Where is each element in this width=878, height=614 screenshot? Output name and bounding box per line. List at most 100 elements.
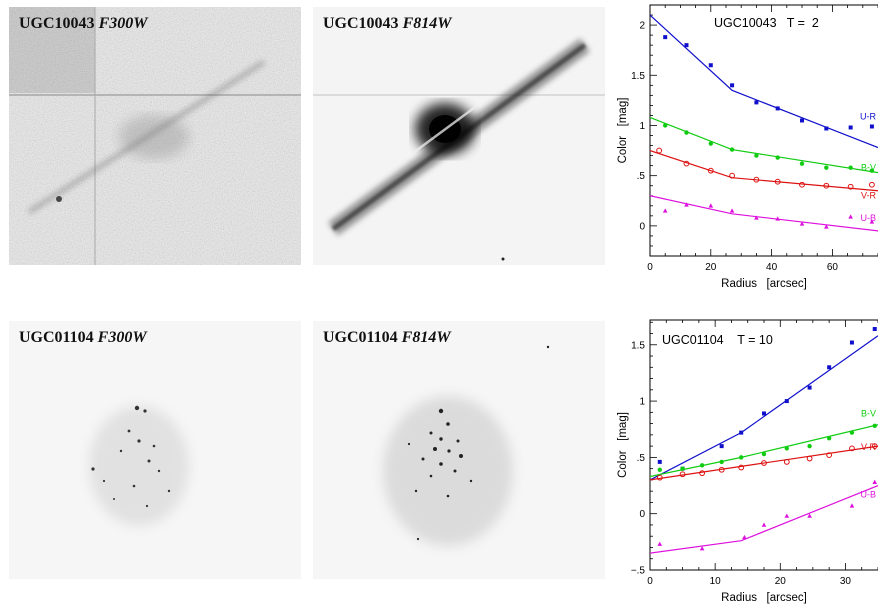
chart-title: UGC01104 T = 10 — [662, 333, 773, 347]
y-axis-label: Color [mag] — [617, 412, 629, 478]
series-label-u-b: U-B — [861, 213, 877, 223]
data-point-v-r — [683, 160, 690, 167]
plot-area — [650, 327, 878, 554]
chart-title: UGC10043 T = 2 — [714, 16, 819, 30]
color-profile-chart-ugc10043: 0 20 40 60 0 .5 1 1.5 2 Radius [arcsec] Color [mag… — [610, 0, 878, 296]
data-point-u-r — [684, 43, 689, 48]
data-point-b-v — [775, 155, 780, 160]
data-point-b-v — [869, 168, 875, 173]
y-tick-label: .5 — [637, 171, 646, 182]
data-point-v-r — [799, 181, 805, 188]
data-point-u-r — [719, 444, 724, 449]
data-point-v-r — [679, 471, 686, 478]
data-point-u-r — [762, 411, 766, 416]
color-profile-chart-ugc01104: 0 10 20 30 −.5 0.5 1 1.5 Radius [arcsec] Color [m… — [610, 298, 878, 610]
data-point-u-b — [848, 214, 853, 219]
plot-frame — [649, 319, 878, 571]
image-panel-ugc01104-f300w: UGC01104 F300W — [9, 321, 301, 579]
data-point-v-r — [849, 445, 855, 452]
data-point-u-b — [699, 546, 705, 551]
data-point-b-v — [754, 153, 759, 158]
data-point-u-r — [824, 126, 829, 131]
plot-frame — [649, 4, 878, 257]
data-point-u-r — [657, 459, 662, 464]
data-point-u-r — [827, 365, 832, 370]
x-tick-label: 40 — [766, 262, 778, 273]
data-point-u-r — [663, 35, 668, 40]
series-label-u-r: U-R — [860, 112, 876, 122]
data-point-u-b — [754, 215, 759, 220]
y-tick-label: 1 — [639, 121, 645, 132]
data-point-v-r — [761, 460, 767, 466]
fit-line-u-b — [650, 484, 878, 554]
data-point-b-v — [799, 161, 805, 166]
y-tick-label: .5 — [637, 453, 646, 464]
x-axis-label: Radius [arcsec] — [721, 592, 807, 604]
data-point-v-r — [871, 443, 878, 450]
data-point-b-v — [807, 443, 812, 449]
fit-line-u-r — [650, 335, 878, 481]
fit-line-v-r — [650, 445, 878, 481]
data-point-u-r — [775, 106, 780, 111]
data-point-b-v — [699, 463, 705, 468]
data-point-b-v — [872, 423, 877, 429]
data-point-v-r — [656, 147, 663, 154]
data-point-u-r — [784, 399, 789, 404]
data-point-u-b — [761, 522, 767, 527]
chart-ugc10043-svg: 0 20 40 60 0 .5 1 1.5 2 Radius [arcsec] Color [mag… — [617, 4, 878, 290]
data-point-v-r — [869, 181, 875, 188]
data-point-u-b — [849, 503, 855, 508]
y-tick-label: 0 — [639, 509, 645, 520]
data-point-v-r — [656, 474, 663, 481]
plot-area — [650, 14, 878, 232]
data-point-u-r — [708, 63, 713, 68]
data-point-b-v — [719, 459, 724, 465]
x-tick-label: 0 — [647, 262, 653, 273]
data-point-u-b — [657, 541, 663, 546]
data-point-u-b — [872, 479, 878, 484]
data-point-v-r — [847, 183, 854, 190]
panel-title: UGC01104 F300W — [19, 329, 147, 346]
series-label-u-b: U-B — [861, 490, 877, 500]
series-label-v-r: V-R — [861, 442, 877, 452]
data-point-u-b — [684, 202, 689, 207]
data-point-b-v — [824, 165, 829, 170]
data-point-u-r — [730, 83, 735, 88]
x-tick-label: 60 — [827, 262, 839, 273]
data-point-v-r — [783, 458, 790, 465]
y-tick-label: 2 — [639, 21, 645, 32]
x-tick-label: 20 — [705, 262, 717, 273]
data-point-b-v — [684, 130, 689, 135]
fit-line-u-b — [650, 195, 878, 232]
data-point-b-v — [680, 466, 685, 471]
data-point-u-b — [869, 219, 875, 224]
data-point-u-b — [824, 224, 829, 229]
image-panel-ugc10043-f300w: UGC10043 F300W — [9, 7, 301, 265]
data-point-b-v — [848, 165, 853, 170]
data-point-v-r — [806, 455, 813, 462]
data-point-b-v — [663, 123, 668, 128]
data-point-u-b — [708, 203, 714, 208]
fit-line-u-r — [650, 14, 878, 149]
data-point-u-b — [775, 216, 780, 221]
x-axis-label: Radius [arcsec] — [721, 278, 807, 290]
data-point-u-r — [849, 340, 854, 345]
y-tick-label: 1 — [639, 397, 645, 408]
data-point-b-v — [708, 141, 713, 146]
data-point-v-r — [729, 172, 735, 179]
series-label-b-v: B-V — [861, 409, 876, 419]
series-label-v-r: V-R — [861, 191, 877, 201]
data-point-u-b — [784, 513, 790, 518]
image-panel-ugc01104-f814w: UGC01104 F814W — [313, 321, 605, 579]
series-label-b-v: B-V — [861, 163, 876, 173]
data-point-v-r — [738, 464, 745, 471]
data-point-v-r — [699, 470, 706, 477]
data-point-b-v — [739, 455, 744, 460]
y-tick-label: 1.5 — [631, 71, 645, 82]
data-point-b-v — [729, 147, 735, 152]
fit-line-v-r — [650, 150, 878, 192]
x-tick-label: 0 — [647, 576, 653, 587]
data-point-b-v — [657, 467, 662, 472]
data-point-b-v — [849, 430, 855, 435]
